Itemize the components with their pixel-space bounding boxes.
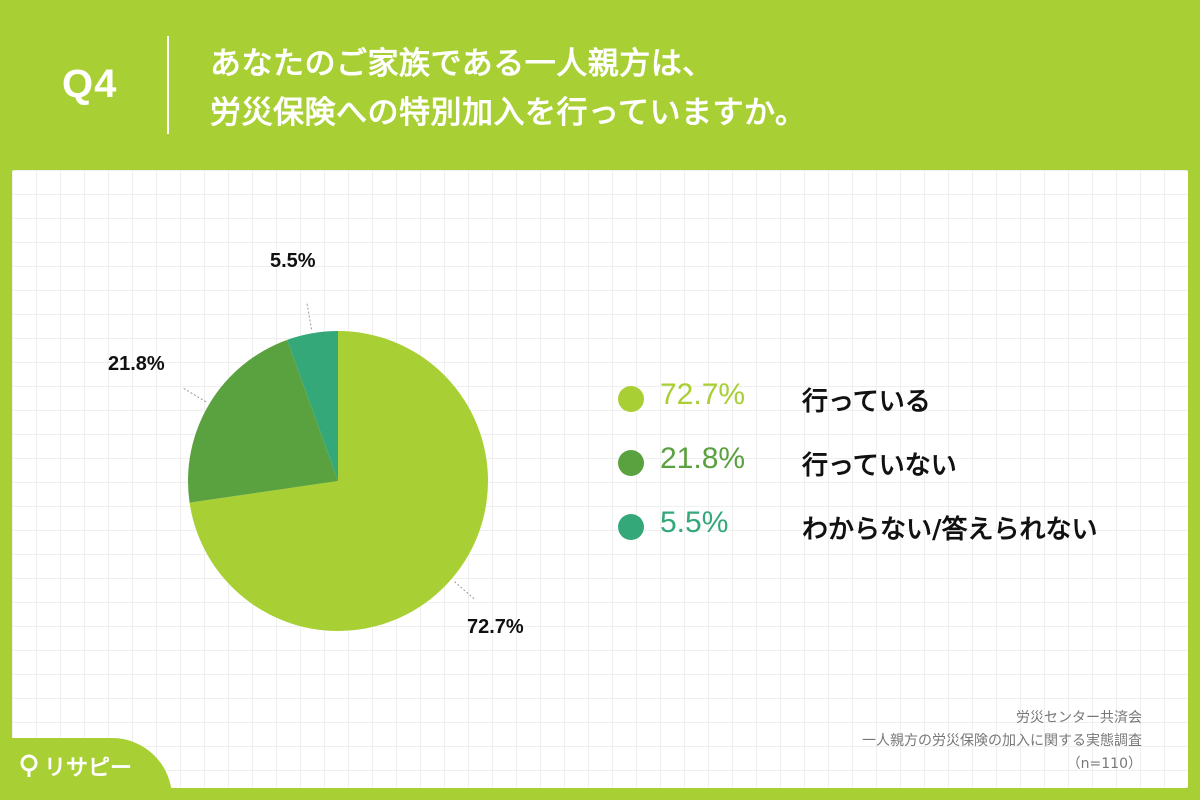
legend-swatch-2	[618, 514, 644, 540]
legend-label-0: 行っている	[802, 387, 931, 417]
pie-slice-1	[187, 339, 338, 503]
legend-label-1: 行っていない	[802, 451, 957, 481]
legend-value-2: 5.5%	[660, 506, 729, 539]
leader-line-0	[454, 581, 475, 600]
slice-label-1: 21.8%	[108, 353, 165, 375]
legend-label-2: わからない/答えられない	[802, 515, 1098, 545]
source-sample: （n=110）	[1066, 756, 1142, 772]
chart-panel: 72.7% 21.8% 5.5% 72.7% 行っている 21.8% 行っていない …	[12, 170, 1188, 788]
logo-text: リサピー	[44, 756, 133, 781]
legend-swatch-0	[618, 386, 644, 412]
legend-value-1: 21.8%	[660, 442, 746, 475]
legend-swatch-1	[618, 450, 644, 476]
legend-value-0: 72.7%	[660, 378, 746, 411]
slice-label-2: 5.5%	[270, 250, 316, 272]
header-divider	[167, 36, 169, 134]
pie-chart	[183, 303, 488, 631]
header: Q4 あなたのご家族である一人親方は、 労災保険への特別加入を行っていますか。	[0, 0, 1200, 170]
leader-line-2	[306, 303, 313, 330]
title-line-1: あなたのご家族である一人親方は、	[210, 46, 714, 82]
brand-logo: リサピー	[18, 750, 132, 782]
source-note: 労災センター共済会 一人親方の労災保険の加入に関する実態調査 （n=110）	[862, 707, 1142, 776]
question-number: Q4	[62, 62, 118, 106]
pin-icon	[20, 754, 38, 777]
logo-area: リサピー	[0, 738, 172, 800]
source-survey: 一人親方の労災保険の加入に関する実態調査	[862, 733, 1142, 749]
leader-line-1	[183, 387, 207, 403]
pie-slice-2	[287, 331, 338, 481]
title-line-2: 労災保険への特別加入を行っていますか。	[210, 95, 807, 131]
source-org: 労災センター共済会	[1016, 710, 1142, 726]
slice-label-0: 72.7%	[467, 616, 524, 638]
question-title: あなたのご家族である一人親方は、 労災保険への特別加入を行っていますか。	[210, 40, 806, 138]
pie-slice-0	[189, 331, 488, 631]
